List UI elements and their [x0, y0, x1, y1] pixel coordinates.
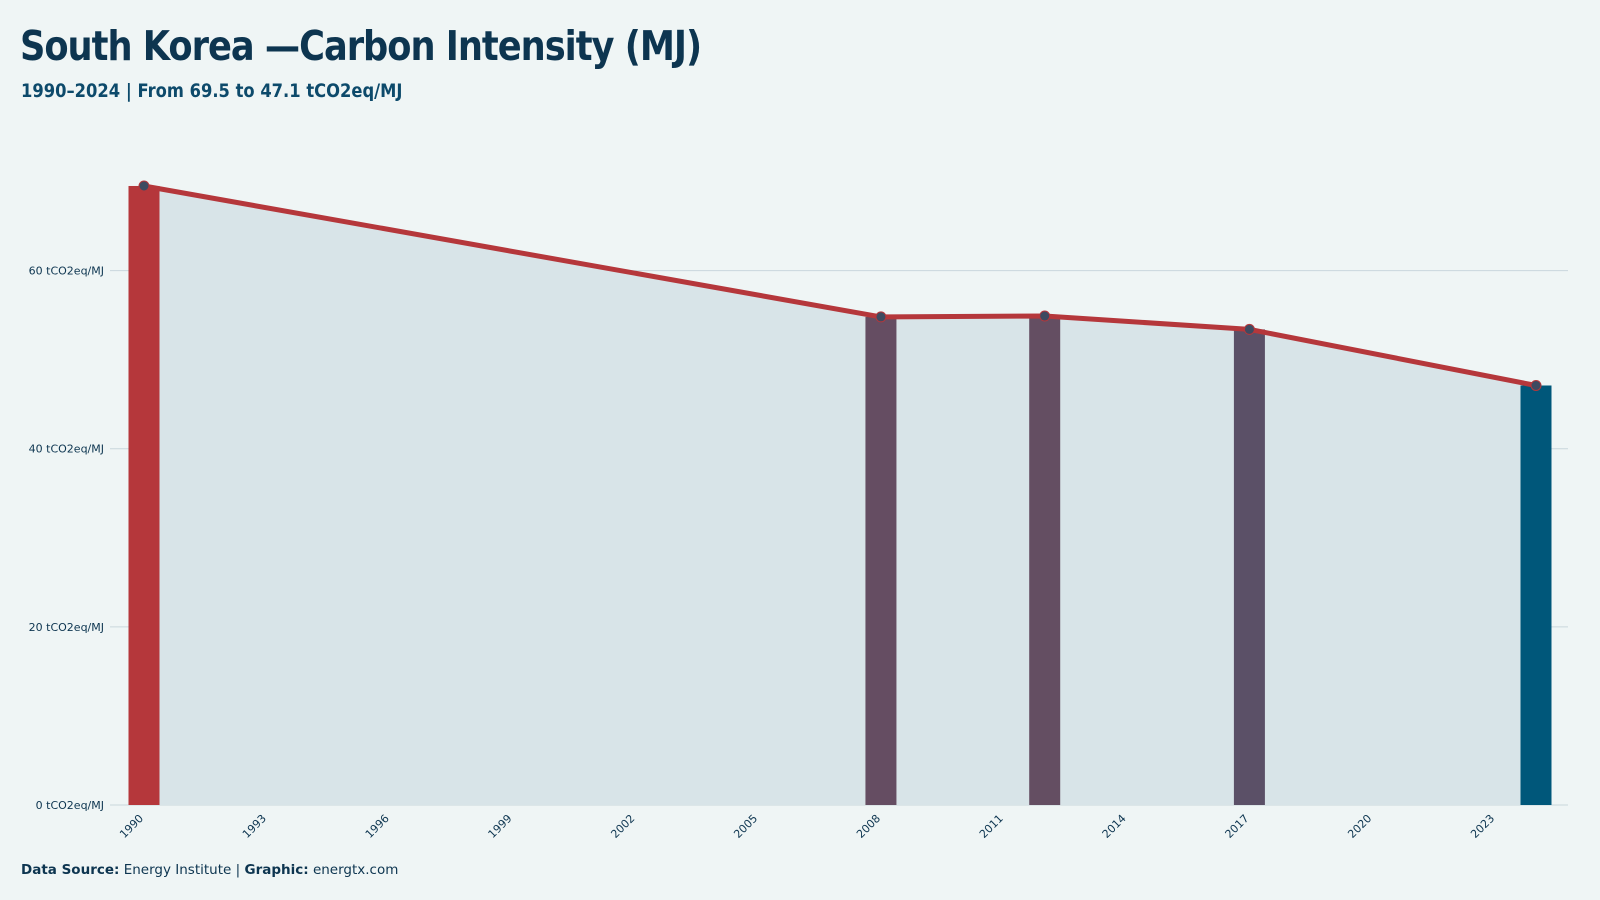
data-point — [1243, 323, 1255, 335]
y-tick-label: 40 tCO2eq/MJ — [29, 443, 104, 456]
x-tick-label: 2017 — [1223, 812, 1252, 841]
chart-subtitle: 1990–2024 | From 69.5 to 47.1 tCO2eq/MJ — [21, 80, 403, 102]
x-tick-label: 2008 — [854, 812, 883, 841]
x-axis-labels: 1990 1993 1996 1999 2002 2005 2008 2011 2014 2017… — [117, 812, 1497, 841]
point-markers — [138, 180, 1542, 391]
y-tick-label: 20 tCO2eq/MJ — [29, 621, 104, 634]
y-tick-label: 60 tCO2eq/MJ — [29, 265, 104, 278]
graphic-value: energtx.com — [312, 862, 399, 878]
source-value: Energy Institute — [123, 862, 232, 878]
data-point — [875, 311, 887, 323]
x-tick-label: 1999 — [486, 812, 515, 841]
graphic-label: Graphic: — [244, 862, 309, 878]
x-tick-label: 2002 — [608, 812, 637, 841]
highlight-bar — [865, 316, 897, 805]
chart-title: South Korea —Carbon Intensity (MJ) — [20, 22, 702, 70]
highlight-bar — [1520, 385, 1552, 805]
data-point — [1039, 310, 1051, 322]
highlight-bar — [128, 185, 160, 805]
footer-credits: Data Source: Energy Institute | Graphic:… — [21, 862, 398, 878]
x-tick-label: 2014 — [1100, 812, 1129, 841]
source-label: Data Source: — [21, 862, 120, 878]
y-tick-label: 0 tCO2eq/MJ — [36, 799, 104, 812]
area-fill — [144, 185, 1536, 805]
x-tick-label: 1993 — [240, 812, 269, 841]
area-layer — [144, 185, 1536, 805]
x-tick-label: 2023 — [1468, 812, 1497, 841]
x-tick-label: 1990 — [117, 812, 146, 841]
highlight-bar — [1029, 316, 1061, 805]
data-point — [138, 180, 150, 192]
x-tick-label: 2005 — [731, 812, 760, 841]
x-tick-label: 2020 — [1345, 812, 1374, 841]
y-axis-labels: 0 tCO2eq/MJ 20 tCO2eq/MJ 40 tCO2eq/MJ 60 tC… — [29, 265, 104, 812]
highlight-bar — [1233, 329, 1265, 805]
data-point — [1530, 379, 1542, 391]
x-tick-label: 2011 — [977, 812, 1006, 841]
x-tick-label: 1996 — [363, 812, 392, 841]
footer-separator: | — [235, 862, 241, 878]
highlight-bars — [128, 185, 1552, 805]
